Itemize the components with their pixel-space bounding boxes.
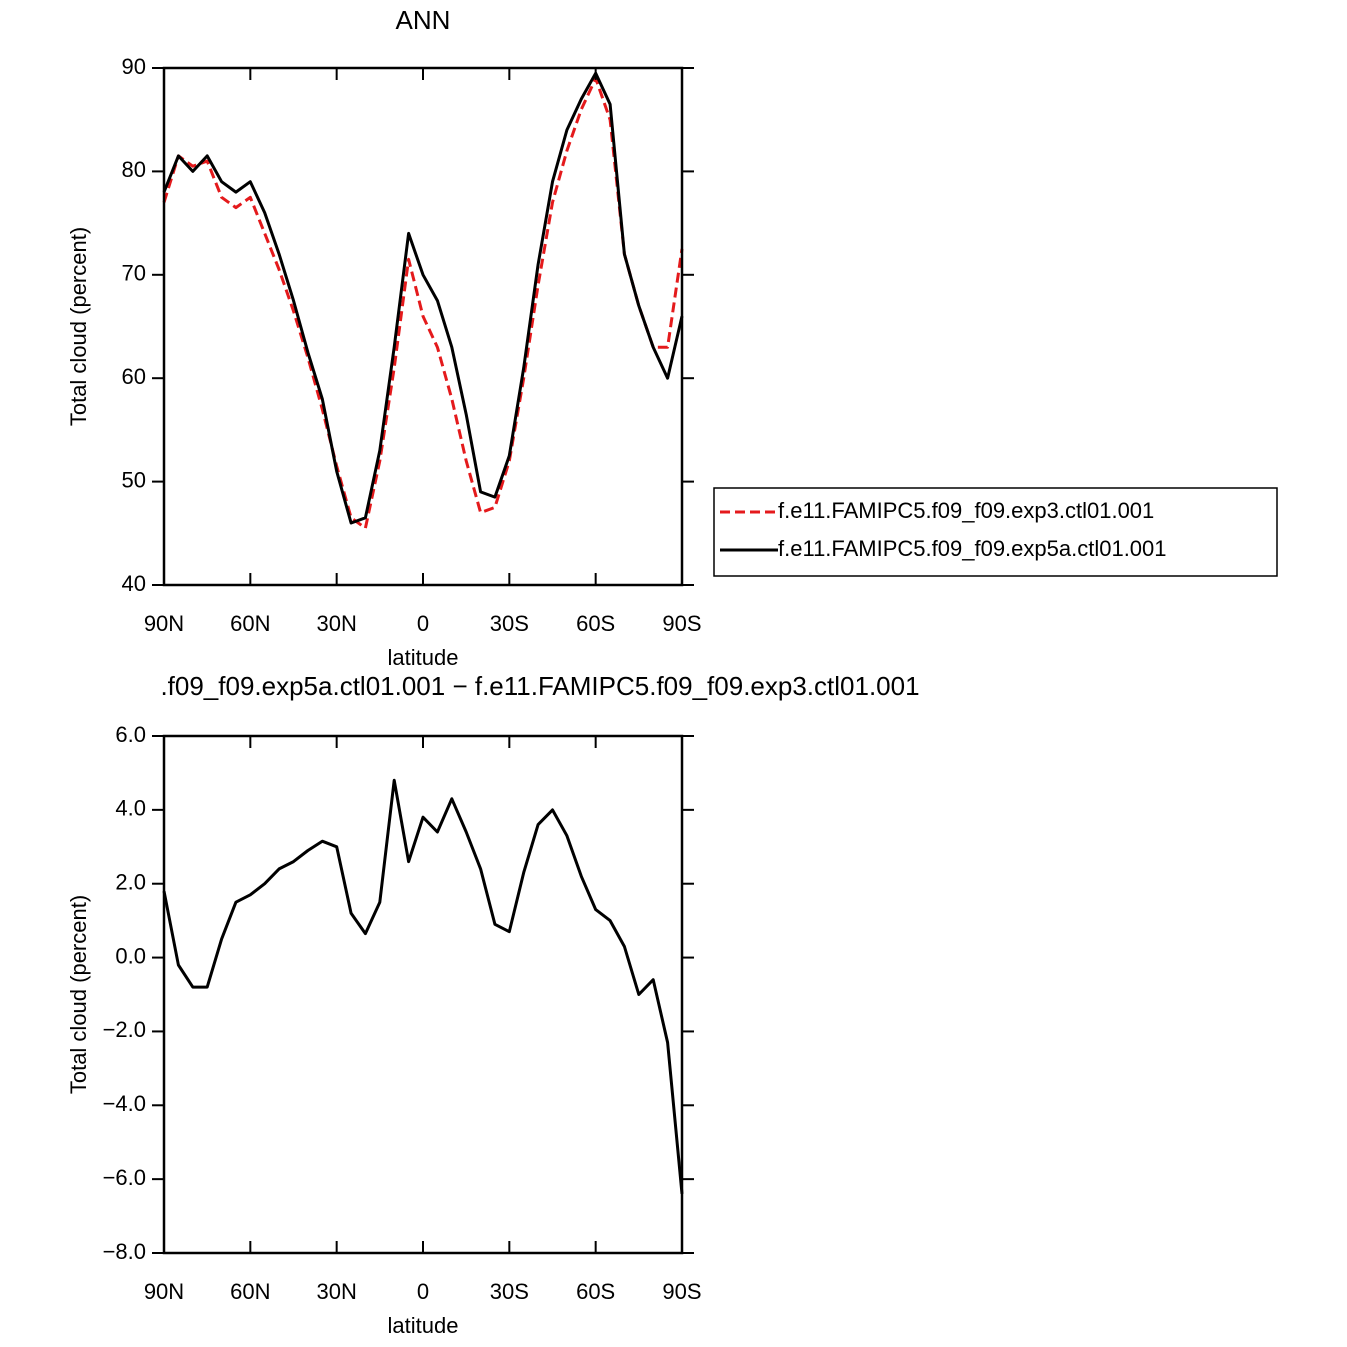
x-tick-label: 30S (490, 1279, 529, 1304)
x-tick-label: 0 (417, 611, 429, 636)
y-tick-label: 80 (122, 157, 146, 182)
y-axis-label: Total cloud (percent) (66, 227, 91, 426)
y-tick-label: −8.0 (103, 1239, 146, 1264)
legend-label: f.e11.FAMIPC5.f09_f09.exp3.ctl01.001 (778, 498, 1154, 523)
y-tick-label: 2.0 (115, 870, 146, 895)
x-tick-label: 30S (490, 611, 529, 636)
data-line (162, 76, 684, 530)
y-tick-label: −6.0 (103, 1165, 146, 1190)
x-tick-label: 0 (417, 1279, 429, 1304)
y-tick-label: −4.0 (103, 1091, 146, 1116)
y-tick-label: 4.0 (115, 796, 146, 821)
legend-label: f.e11.FAMIPC5.f09_f09.exp5a.ctl01.001 (778, 536, 1167, 561)
data-line (162, 71, 684, 525)
plot-frame (162, 734, 684, 1255)
chart-title: .f09_f09.exp5a.ctl01.001 − f.e11.FAMIPC5… (160, 671, 919, 701)
y-tick-label: 0.0 (115, 943, 146, 968)
x-axis-label: latitude (388, 1313, 459, 1338)
x-tick-label: 90S (662, 611, 701, 636)
x-tick-label: 30N (316, 611, 356, 636)
x-tick-label: 90N (144, 611, 184, 636)
y-tick-label: 70 (122, 261, 146, 286)
plot-frame (162, 66, 684, 587)
x-tick-label: 60N (230, 1279, 270, 1304)
x-tick-label: 60N (230, 611, 270, 636)
y-tick-label: 60 (122, 364, 146, 389)
x-axis-label: latitude (388, 645, 459, 670)
legend-box (713, 487, 1278, 577)
y-tick-label: −2.0 (103, 1017, 146, 1042)
y-tick-label: 40 (122, 571, 146, 596)
y-tick-label: 50 (122, 467, 146, 492)
y-axis-label: Total cloud (percent) (66, 895, 91, 1094)
x-tick-label: 90S (662, 1279, 701, 1304)
x-tick-label: 60S (576, 611, 615, 636)
x-tick-label: 90N (144, 1279, 184, 1304)
y-tick-label: 6.0 (115, 722, 146, 747)
x-tick-label: 30N (316, 1279, 356, 1304)
data-line (162, 778, 684, 1195)
chart-title: ANN (396, 5, 451, 35)
y-tick-label: 90 (122, 54, 146, 79)
x-tick-label: 60S (576, 1279, 615, 1304)
